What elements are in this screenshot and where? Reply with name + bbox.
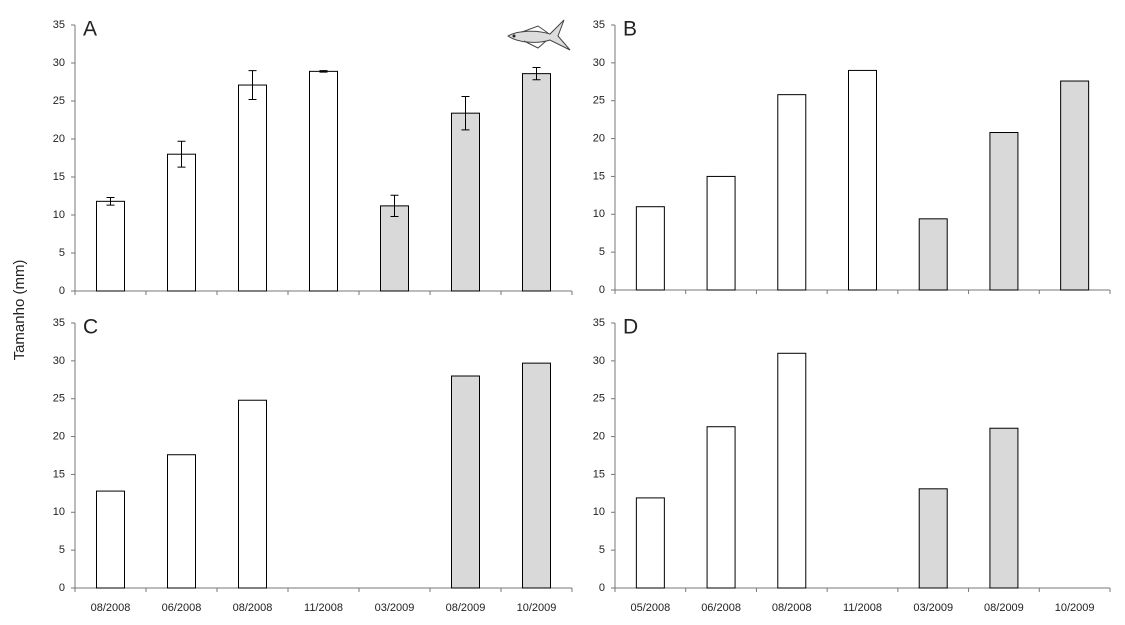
y-tick-label: 30 xyxy=(53,355,65,367)
error-bar xyxy=(319,70,328,73)
y-tick-label: 25 xyxy=(593,95,605,107)
x-tick-label: 11/2008 xyxy=(304,602,343,614)
bar xyxy=(96,490,125,589)
bar xyxy=(777,352,807,589)
bar xyxy=(848,69,877,291)
x-tick-label: 08/2009 xyxy=(446,602,486,614)
bar xyxy=(706,426,736,589)
y-tick-label: 10 xyxy=(53,209,65,221)
x-tick-label: 05/2008 xyxy=(630,602,670,614)
y-tick-label: 25 xyxy=(53,95,65,107)
bar xyxy=(167,454,196,589)
y-tick-label: 35 xyxy=(53,317,65,329)
x-tick-label: 06/2008 xyxy=(162,602,202,614)
x-tick-label: 06/2008 xyxy=(701,602,741,614)
y-tick-label: 25 xyxy=(53,393,65,405)
panel-letter: B xyxy=(623,18,637,41)
y-tick-label: 0 xyxy=(599,582,605,594)
y-tick-label: 30 xyxy=(53,57,65,69)
bar xyxy=(238,399,267,589)
panel-letter: A xyxy=(83,18,97,41)
error-bar xyxy=(532,67,541,81)
y-tick-label: 10 xyxy=(53,506,65,518)
bar xyxy=(918,218,948,291)
y-tick-label: 5 xyxy=(599,246,605,258)
bar xyxy=(989,132,1019,291)
y-tick-label: 0 xyxy=(59,285,65,297)
y-tick-label: 35 xyxy=(593,19,605,31)
y-tick-label: 15 xyxy=(53,171,65,183)
y-tick-label: 20 xyxy=(53,133,65,145)
bar xyxy=(918,488,948,589)
y-tick-label: 20 xyxy=(593,430,605,442)
x-tick-label: 10/2009 xyxy=(517,602,557,614)
y-tick-label: 20 xyxy=(593,132,605,144)
x-tick-label: 10/2009 xyxy=(1055,602,1095,614)
y-tick-label: 30 xyxy=(593,57,605,69)
y-tick-label: 15 xyxy=(53,468,65,480)
bar xyxy=(309,70,338,292)
x-tick-label: 08/2008 xyxy=(91,602,131,614)
bar xyxy=(96,200,125,292)
error-bar xyxy=(461,95,470,131)
bar xyxy=(522,73,551,292)
y-tick-label: 5 xyxy=(599,544,605,556)
x-tick-label: 03/2009 xyxy=(913,602,953,614)
y-tick-label: 20 xyxy=(53,430,65,442)
bar xyxy=(522,362,551,589)
panel-letter: C xyxy=(83,316,98,339)
error-bar xyxy=(106,197,115,206)
bar xyxy=(777,94,807,291)
y-tick-label: 25 xyxy=(593,393,605,405)
panel-letter: D xyxy=(623,316,638,339)
y-tick-label: 10 xyxy=(593,506,605,518)
y-tick-label: 15 xyxy=(593,170,605,182)
y-tick-label: 15 xyxy=(593,468,605,480)
bar xyxy=(635,206,665,291)
bar xyxy=(238,84,267,292)
x-tick-label: 08/2008 xyxy=(233,602,273,614)
error-bar xyxy=(177,140,186,168)
bar xyxy=(989,427,1019,589)
bar xyxy=(635,497,665,589)
x-tick-label: 11/2008 xyxy=(843,602,882,614)
bar xyxy=(380,205,409,292)
x-tick-label: 08/2008 xyxy=(772,602,812,614)
error-bar xyxy=(248,70,257,100)
x-tick-label: 03/2009 xyxy=(375,602,415,614)
y-axis-label: Tamanho (mm) xyxy=(11,260,28,361)
bar xyxy=(1060,80,1090,291)
y-tick-label: 10 xyxy=(593,208,605,220)
bar xyxy=(167,153,196,292)
y-tick-label: 5 xyxy=(59,544,65,556)
error-bar xyxy=(390,194,399,218)
y-tick-label: 0 xyxy=(59,582,65,594)
bar xyxy=(451,112,480,292)
bar xyxy=(706,175,736,291)
fish-icon xyxy=(507,19,571,51)
y-tick-label: 0 xyxy=(599,284,605,296)
y-tick-label: 5 xyxy=(59,247,65,259)
x-tick-label: 08/2009 xyxy=(984,602,1024,614)
y-tick-label: 35 xyxy=(53,19,65,31)
bar xyxy=(451,375,480,589)
y-tick-label: 30 xyxy=(593,355,605,367)
y-tick-label: 35 xyxy=(593,317,605,329)
